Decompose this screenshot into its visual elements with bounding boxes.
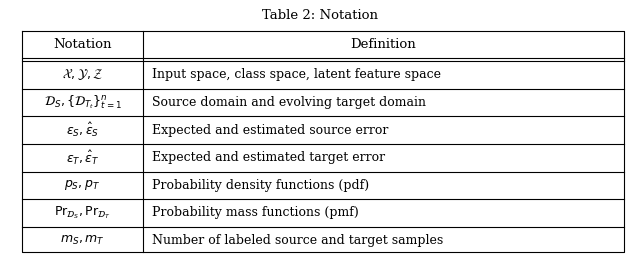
Text: $\mathcal{X}, \mathcal{Y}, \mathcal{Z}$: $\mathcal{X}, \mathcal{Y}, \mathcal{Z}$ <box>62 67 103 82</box>
Text: Number of labeled source and target samples: Number of labeled source and target samp… <box>152 234 444 247</box>
Text: $\mathrm{Pr}_{\mathcal{D}_S}, \mathrm{Pr}_{\mathcal{D}_T}$: $\mathrm{Pr}_{\mathcal{D}_S}, \mathrm{Pr… <box>54 205 111 221</box>
Text: $\epsilon_S, \hat{\epsilon}_S$: $\epsilon_S, \hat{\epsilon}_S$ <box>66 121 99 139</box>
Text: $m_S, m_T$: $m_S, m_T$ <box>60 234 105 247</box>
Text: Expected and estimated source error: Expected and estimated source error <box>152 124 388 137</box>
Text: Expected and estimated target error: Expected and estimated target error <box>152 151 385 164</box>
Text: Table 2: Notation: Table 2: Notation <box>262 9 378 22</box>
Text: Probability mass functions (pmf): Probability mass functions (pmf) <box>152 206 359 219</box>
Text: Probability density functions (pdf): Probability density functions (pdf) <box>152 179 369 192</box>
Text: $\mathcal{D}_S, \{\mathcal{D}_{T_t}\}_{t=1}^n$: $\mathcal{D}_S, \{\mathcal{D}_{T_t}\}_{t… <box>44 94 122 111</box>
Text: $\epsilon_T, \hat{\epsilon}_T$: $\epsilon_T, \hat{\epsilon}_T$ <box>66 149 99 167</box>
Text: $p_S, p_T$: $p_S, p_T$ <box>65 178 100 192</box>
Text: Definition: Definition <box>351 38 416 51</box>
Text: Input space, class space, latent feature space: Input space, class space, latent feature… <box>152 68 442 81</box>
Text: Source domain and evolving target domain: Source domain and evolving target domain <box>152 96 426 109</box>
Text: Notation: Notation <box>53 38 112 51</box>
